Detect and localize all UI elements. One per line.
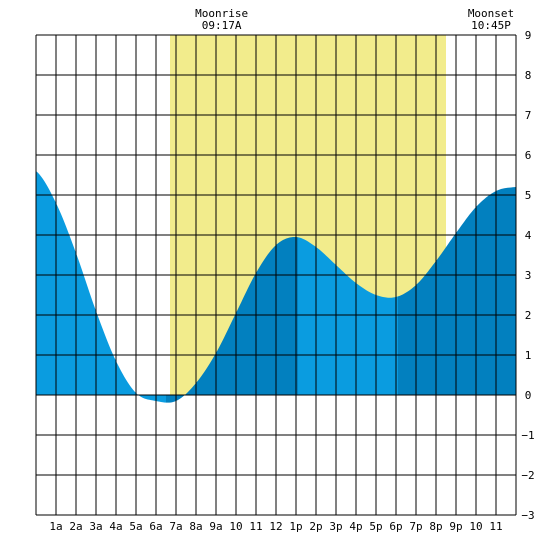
x-tick-label: 11 [249,520,262,533]
x-tick-label: 8p [429,520,442,533]
tide-area-segment [398,187,516,395]
y-tick-label: 5 [525,189,532,202]
moonset-label: Moonset [468,7,514,20]
x-tick-label: 12 [269,520,282,533]
x-tick-label: 3a [89,520,102,533]
y-tick-label: 9 [525,29,532,42]
x-tick-label: 10 [469,520,482,533]
x-tick-label: 1a [49,520,62,533]
y-tick-label: −2 [521,469,534,482]
x-tick-label: 10 [229,520,242,533]
x-tick-label: 9p [449,520,462,533]
y-tick-label: 4 [525,229,532,242]
x-tick-label: 7a [169,520,182,533]
y-tick-label: 0 [525,389,532,402]
moonrise-time: 09:17A [202,19,242,32]
x-tick-label: 5a [129,520,142,533]
tide-area-segment [36,171,166,403]
x-tick-label: 2a [69,520,82,533]
x-tick-label: 8a [189,520,202,533]
x-tick-label: 9a [209,520,222,533]
y-tick-label: 3 [525,269,532,282]
x-tick-label: 6p [389,520,402,533]
x-tick-label: 4a [109,520,122,533]
y-tick-label: 2 [525,309,532,322]
y-tick-label: 8 [525,69,532,82]
x-tick-label: 7p [409,520,422,533]
x-tick-label: 4p [349,520,362,533]
tide-area-segment [166,236,298,403]
y-tick-label: 1 [525,349,532,362]
x-tick-label: 3p [329,520,342,533]
moonset-time: 10:45P [471,19,511,32]
y-tick-label: −3 [521,509,534,522]
y-tick-label: 6 [525,149,532,162]
x-tick-label: 1p [289,520,302,533]
y-tick-label: 7 [525,109,532,122]
x-tick-label: 6a [149,520,162,533]
x-tick-label: 2p [309,520,322,533]
x-tick-label: 5p [369,520,382,533]
x-tick-label: 11 [489,520,502,533]
y-tick-label: −1 [521,429,534,442]
moonrise-label: Moonrise [195,7,248,20]
tide-area-segment [298,237,398,395]
